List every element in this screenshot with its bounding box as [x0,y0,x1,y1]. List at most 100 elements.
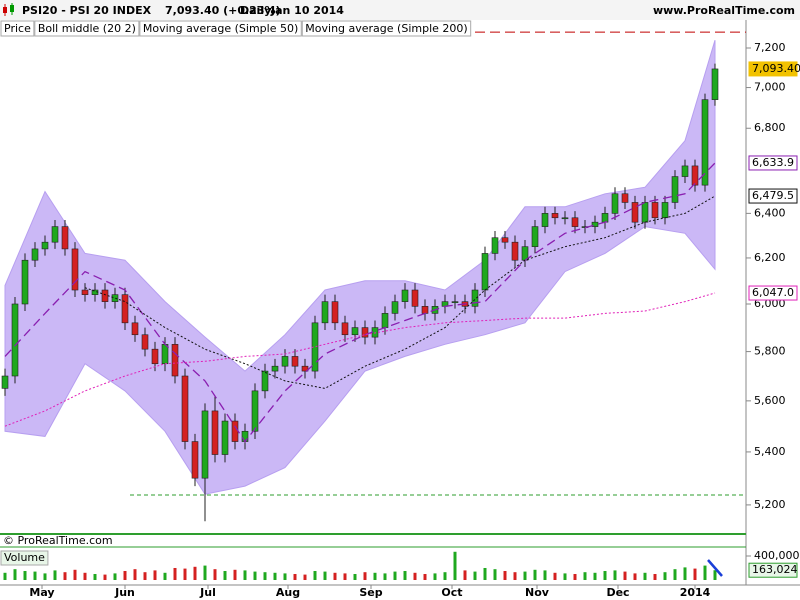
volume-bar [23,570,27,580]
candle-body [551,213,559,219]
quote: 7,093.40 (+0.23%) [165,4,281,17]
volume-bar [43,573,47,580]
candle-body [651,202,659,219]
y-tick-label: 5,200 [754,498,786,511]
candle-body [291,356,299,367]
volume-bar [553,572,557,580]
x-tick-label: Jul [199,586,216,599]
candle-body [511,241,519,261]
volume-bar [423,573,427,580]
candle-body [71,248,79,291]
candle-body [361,327,369,338]
volume-bar [363,572,367,580]
legend-label: Boll middle (20 2) [38,22,136,35]
volume-bar [343,573,347,580]
candle-body [641,202,649,223]
candle-body [241,430,249,442]
candle-body [531,226,539,247]
volume-trend-line [707,559,723,577]
volume-bar [623,571,627,580]
candle-body [231,420,239,442]
candle-body [561,217,569,220]
volume-bar [3,572,7,580]
candle-body [131,322,139,336]
candle-body [81,289,89,295]
volume-bar [253,571,257,580]
candle-body [481,253,489,291]
y-tick-label: 7,000 [754,81,786,94]
volume-bar [393,571,397,580]
candle-body [701,99,709,186]
volume-last-label: 163,024 [752,563,798,576]
volume-bar [433,573,437,580]
candle-body [31,248,39,261]
candle-body [161,344,169,365]
candle-body [171,344,179,377]
ma-last-label-box [748,285,798,301]
volume-bar [103,574,107,580]
candle-body [181,375,189,442]
volume-bar [603,570,607,580]
volume-bar [463,570,467,580]
legend-box [139,20,302,37]
legend-box [301,20,472,37]
site: www.ProRealTime.com [653,4,795,17]
symbol: PSI20 - PSI 20 INDEX [22,4,152,17]
candle-body [201,410,209,479]
candle-body [421,306,429,314]
volume-bar [183,568,187,580]
volume-bar [63,572,67,580]
y-tick-label: 5,800 [754,345,786,358]
volume-bar [73,569,77,580]
volume-bar [533,569,537,580]
volume-bar [453,551,457,580]
candle-body [661,202,669,219]
volume-bar [263,572,267,580]
candle-body [501,237,509,243]
y-tick-label: 6,400 [754,206,786,219]
candle-body [271,365,279,372]
plot-area [1,31,746,522]
bollinger-band [4,40,716,495]
candle-body [631,202,639,223]
candle-body [571,217,579,227]
candle-body [211,410,219,455]
candle-body [681,165,689,177]
candle-body [51,226,59,243]
volume-bar [93,573,97,580]
volume-bar [273,572,277,580]
moving-average [84,195,716,389]
volume-bar [523,571,527,580]
x-tick-label: Dec [606,586,629,599]
x-tick-label: Aug [276,586,300,599]
candle-body [621,193,629,203]
volume-bar [123,570,127,580]
candle-body [301,365,309,372]
price-last-label: 7,093.40 [752,62,800,75]
candle-body [691,165,699,186]
volume-bar [573,573,577,580]
volume-bar [663,572,667,580]
volume-bar [473,571,477,580]
volume-bar [323,571,327,580]
volume-bar [353,573,357,580]
candle-body [141,334,149,350]
candle-body [11,303,19,377]
x-tick-label: Jun [114,586,135,599]
legend-label: Price [4,22,31,35]
volume-bar [413,572,417,580]
candle-body [61,226,69,250]
bollinger-last-label: 6,633.9 [752,156,794,169]
candle-body [471,289,479,307]
volume-bar [33,571,37,580]
period: Daily [240,4,271,17]
volume-bar [513,572,517,580]
candle-body [21,259,29,305]
x-tick-label: Oct [441,586,462,599]
volume-bar [493,569,497,580]
volume-bar [373,572,377,580]
volume-bar [223,570,227,580]
candle-body [221,420,229,455]
candle-body [541,213,549,227]
candle-body [331,301,339,324]
